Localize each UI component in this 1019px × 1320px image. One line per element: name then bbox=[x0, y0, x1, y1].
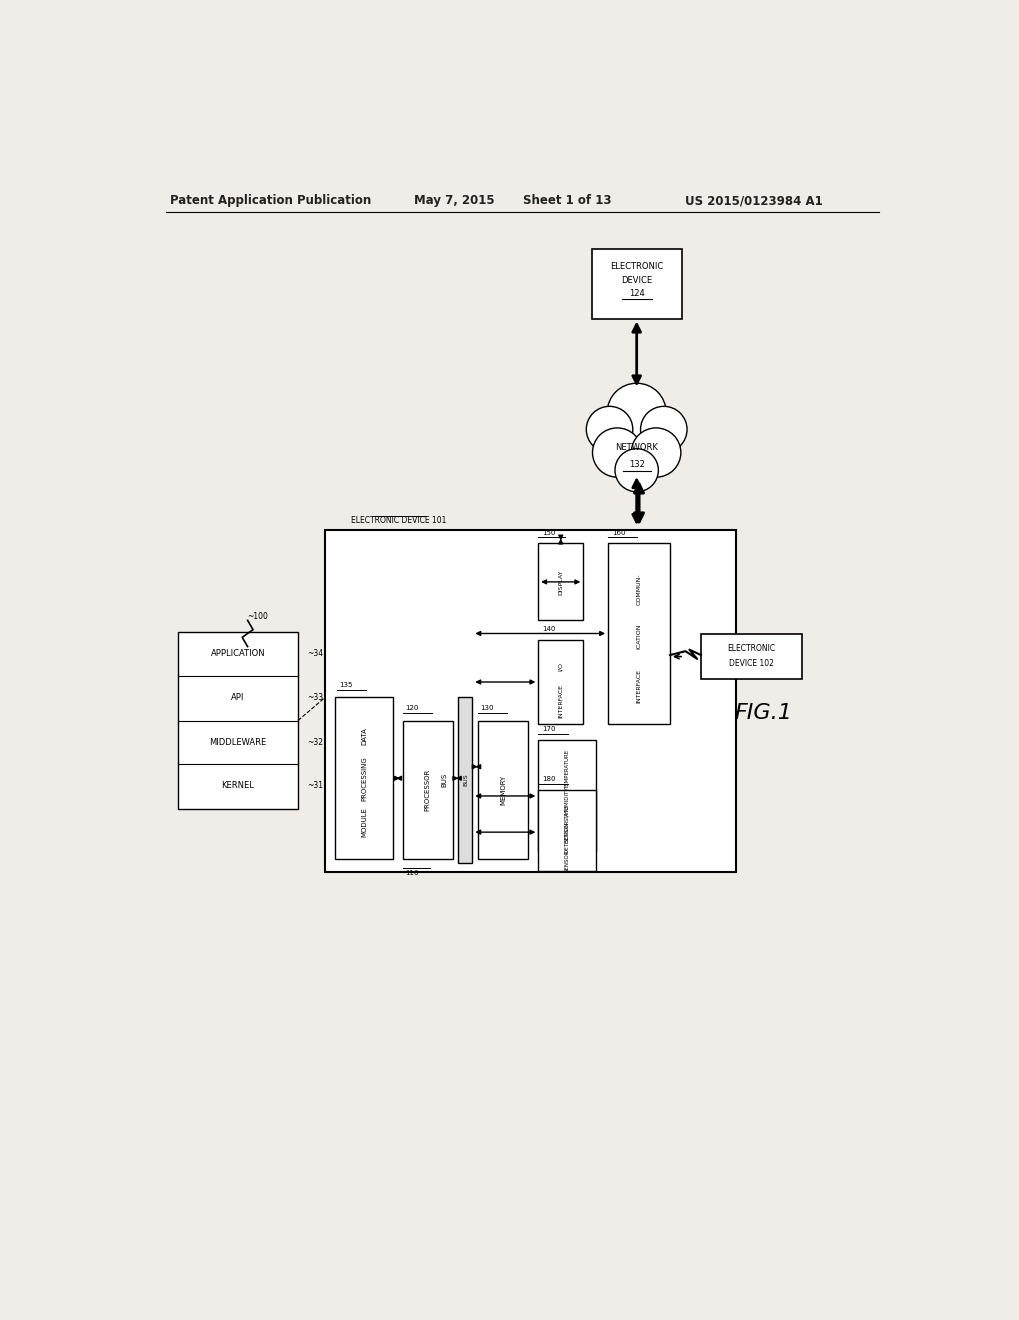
Text: ~34: ~34 bbox=[307, 649, 323, 657]
Bar bbox=[700, 635, 801, 678]
Text: ~33: ~33 bbox=[307, 693, 323, 702]
Bar bbox=[538, 640, 583, 725]
Text: FIG.1: FIG.1 bbox=[734, 702, 791, 723]
Text: 170: 170 bbox=[541, 726, 555, 733]
Text: 120: 120 bbox=[405, 705, 418, 711]
Circle shape bbox=[592, 428, 642, 478]
Bar bbox=[538, 739, 596, 851]
Text: Patent Application Publication: Patent Application Publication bbox=[170, 194, 371, 207]
Bar bbox=[403, 721, 452, 859]
Circle shape bbox=[614, 449, 657, 492]
Text: TEMPERATURE: TEMPERATURE bbox=[565, 750, 570, 788]
Text: DETECTION: DETECTION bbox=[565, 822, 570, 853]
Text: ICATION: ICATION bbox=[636, 623, 641, 648]
Text: DEVICE 102: DEVICE 102 bbox=[729, 659, 773, 668]
Text: MEMORY: MEMORY bbox=[499, 775, 505, 805]
Text: /HUMIDITY: /HUMIDITY bbox=[565, 787, 570, 816]
Text: 124: 124 bbox=[629, 289, 644, 298]
Bar bbox=[477, 721, 528, 859]
Text: API: API bbox=[231, 693, 245, 702]
Bar bbox=[325, 529, 735, 873]
Circle shape bbox=[640, 407, 687, 453]
Text: ELECTRONIC DEVICE 101: ELECTRONIC DEVICE 101 bbox=[351, 516, 446, 525]
Text: 150: 150 bbox=[541, 529, 555, 536]
Text: I/O: I/O bbox=[557, 663, 562, 671]
Text: DISPLAY: DISPLAY bbox=[557, 569, 562, 594]
Bar bbox=[538, 789, 596, 871]
Text: 130: 130 bbox=[480, 705, 493, 711]
Text: 132: 132 bbox=[628, 461, 644, 470]
Text: 160: 160 bbox=[611, 529, 625, 536]
Text: COMMUN-: COMMUN- bbox=[636, 574, 641, 606]
Text: DATA: DATA bbox=[361, 727, 367, 744]
Text: NETWORK: NETWORK bbox=[614, 442, 657, 451]
Circle shape bbox=[606, 383, 665, 442]
Text: INTERFACE: INTERFACE bbox=[557, 684, 562, 718]
Text: MODULE: MODULE bbox=[361, 807, 367, 837]
Text: ~31: ~31 bbox=[307, 781, 323, 791]
Bar bbox=[592, 249, 681, 318]
Text: PROCESSOR: PROCESSOR bbox=[424, 768, 430, 810]
Text: May 7, 2015: May 7, 2015 bbox=[414, 194, 494, 207]
Circle shape bbox=[631, 428, 681, 478]
Text: 140: 140 bbox=[541, 626, 555, 632]
Text: BUS: BUS bbox=[441, 774, 447, 787]
Bar bbox=[335, 697, 393, 859]
Text: Sheet 1 of 13: Sheet 1 of 13 bbox=[522, 194, 610, 207]
Text: ELECTRONIC: ELECTRONIC bbox=[609, 261, 663, 271]
Text: 135: 135 bbox=[338, 682, 353, 688]
Text: MIDDLEWARE: MIDDLEWARE bbox=[209, 738, 266, 747]
Text: KERNEL: KERNEL bbox=[221, 781, 254, 791]
Text: SENSOR: SENSOR bbox=[565, 820, 570, 842]
Text: ~100: ~100 bbox=[248, 612, 268, 620]
Text: PROCESSING: PROCESSING bbox=[361, 756, 367, 801]
Text: US 2015/0123984 A1: US 2015/0123984 A1 bbox=[685, 194, 822, 207]
Bar bbox=[538, 544, 583, 620]
Text: ~32: ~32 bbox=[307, 738, 323, 747]
Text: DEVICE: DEVICE bbox=[621, 276, 652, 285]
Text: SENSOR: SENSOR bbox=[565, 849, 570, 873]
Bar bbox=[607, 544, 669, 725]
Bar bbox=[177, 632, 298, 809]
Text: APPLICATION: APPLICATION bbox=[210, 649, 265, 657]
Text: STATE: STATE bbox=[565, 805, 570, 821]
Circle shape bbox=[586, 407, 632, 453]
Text: ELECTRONIC: ELECTRONIC bbox=[727, 644, 774, 652]
Bar bbox=[458, 697, 472, 863]
Text: 110: 110 bbox=[405, 870, 418, 876]
Text: INTERFACE: INTERFACE bbox=[636, 669, 641, 702]
Text: BUS: BUS bbox=[463, 774, 468, 787]
Text: 180: 180 bbox=[541, 776, 555, 781]
